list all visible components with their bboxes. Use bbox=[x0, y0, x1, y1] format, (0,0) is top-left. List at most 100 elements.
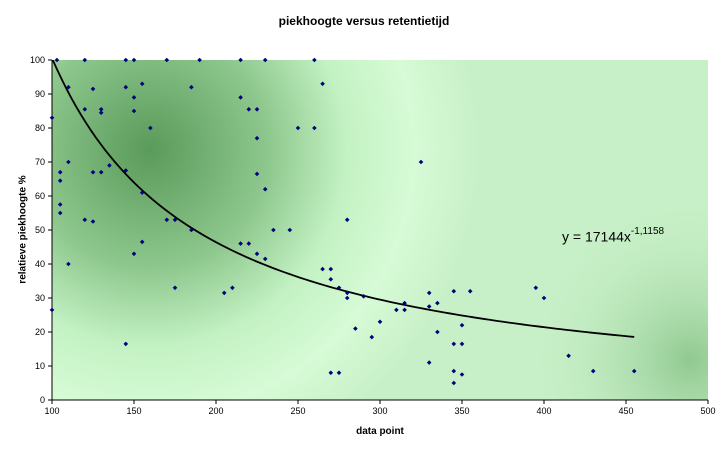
trendline-equation: y = 17144x-1,1158 bbox=[562, 226, 665, 245]
y-tick-label: 30 bbox=[35, 293, 45, 303]
y-tick-label: 20 bbox=[35, 327, 45, 337]
data-point bbox=[361, 294, 366, 299]
data-point bbox=[221, 290, 227, 296]
y-tick-label: 80 bbox=[35, 123, 45, 133]
data-point bbox=[328, 266, 334, 272]
data-point bbox=[90, 169, 96, 175]
y-tick-label: 70 bbox=[35, 157, 45, 167]
data-point bbox=[320, 266, 325, 272]
data-point bbox=[541, 295, 547, 301]
data-point bbox=[82, 217, 88, 223]
data-point bbox=[98, 107, 104, 112]
x-tick-label: 450 bbox=[618, 406, 633, 416]
data-point bbox=[312, 125, 317, 131]
data-point bbox=[320, 81, 325, 87]
data-point bbox=[394, 307, 399, 313]
data-point bbox=[57, 202, 63, 207]
y-tick-label: 90 bbox=[35, 89, 45, 99]
x-tick-label: 150 bbox=[126, 406, 141, 416]
data-point bbox=[197, 57, 202, 63]
data-point bbox=[238, 241, 243, 246]
data-point bbox=[82, 107, 88, 112]
data-point bbox=[246, 107, 252, 112]
data-point bbox=[459, 341, 465, 347]
data-point bbox=[254, 171, 260, 177]
trendline bbox=[52, 60, 635, 338]
data-point bbox=[451, 341, 457, 347]
chart-title: piekhoogte versus retentietijd bbox=[278, 14, 450, 28]
x-tick-label: 500 bbox=[700, 406, 715, 416]
data-point bbox=[451, 380, 457, 386]
data-point bbox=[435, 329, 440, 335]
equation-text: y = 17144x bbox=[562, 228, 631, 245]
data-point bbox=[82, 57, 88, 63]
data-point bbox=[90, 219, 96, 224]
data-point bbox=[238, 95, 243, 100]
data-point bbox=[344, 290, 350, 296]
data-point bbox=[107, 163, 112, 168]
data-point bbox=[467, 288, 473, 294]
data-point bbox=[435, 300, 440, 306]
data-point bbox=[312, 57, 317, 63]
data-point bbox=[139, 190, 145, 195]
data-point bbox=[353, 326, 358, 331]
data-point bbox=[123, 168, 129, 173]
data-point bbox=[49, 115, 55, 121]
data-point bbox=[66, 84, 71, 90]
data-point bbox=[172, 217, 178, 223]
data-point bbox=[566, 353, 571, 359]
data-point bbox=[57, 210, 63, 216]
data-point bbox=[451, 288, 457, 294]
data-point bbox=[254, 107, 260, 112]
data-point bbox=[262, 256, 268, 262]
data-point bbox=[123, 57, 129, 63]
data-point bbox=[336, 370, 342, 376]
data-point bbox=[459, 372, 465, 377]
data-point bbox=[344, 217, 350, 223]
data-point bbox=[54, 57, 60, 63]
data-point bbox=[254, 251, 260, 257]
data-point bbox=[377, 319, 383, 325]
data-point bbox=[402, 300, 407, 306]
data-point bbox=[131, 95, 137, 100]
data-point bbox=[459, 322, 465, 328]
y-tick-label: 0 bbox=[40, 395, 45, 405]
data-point bbox=[590, 368, 596, 374]
data-point bbox=[369, 334, 375, 340]
data-point bbox=[139, 81, 145, 87]
data-point bbox=[246, 241, 252, 246]
data-point bbox=[262, 57, 268, 63]
x-tick-label: 100 bbox=[44, 406, 59, 416]
data-point bbox=[631, 368, 637, 374]
data-point bbox=[66, 261, 71, 267]
x-tick-label: 400 bbox=[536, 406, 551, 416]
y-axis-label: relatieve piekhoogte % bbox=[17, 175, 29, 284]
data-point bbox=[49, 307, 55, 313]
y-tick-label: 100 bbox=[30, 55, 45, 65]
data-point bbox=[238, 57, 243, 63]
data-point bbox=[402, 307, 407, 313]
data-point bbox=[426, 360, 432, 365]
x-tick-label: 350 bbox=[454, 406, 469, 416]
y-tick-label: 60 bbox=[35, 191, 45, 201]
data-point bbox=[131, 57, 137, 63]
data-point bbox=[451, 368, 457, 374]
y-tick-label: 40 bbox=[35, 259, 45, 269]
equation-exponent: -1,1158 bbox=[630, 226, 665, 237]
data-points bbox=[49, 57, 637, 386]
data-point bbox=[164, 217, 170, 223]
data-point bbox=[123, 84, 129, 90]
data-point bbox=[164, 57, 170, 63]
y-tick-label: 50 bbox=[35, 225, 45, 235]
data-point bbox=[328, 370, 334, 376]
data-point bbox=[426, 304, 432, 309]
x-tick-label: 200 bbox=[208, 406, 223, 416]
data-point bbox=[189, 84, 194, 90]
data-point bbox=[66, 159, 71, 165]
trendline-curve bbox=[52, 60, 635, 338]
data-point bbox=[131, 251, 137, 257]
plot-area bbox=[52, 60, 708, 400]
axes: 100 150 200 250 300 350 400 450 500 0 10 20 30 40 50 60… bbox=[30, 55, 716, 416]
data-point bbox=[287, 227, 293, 233]
